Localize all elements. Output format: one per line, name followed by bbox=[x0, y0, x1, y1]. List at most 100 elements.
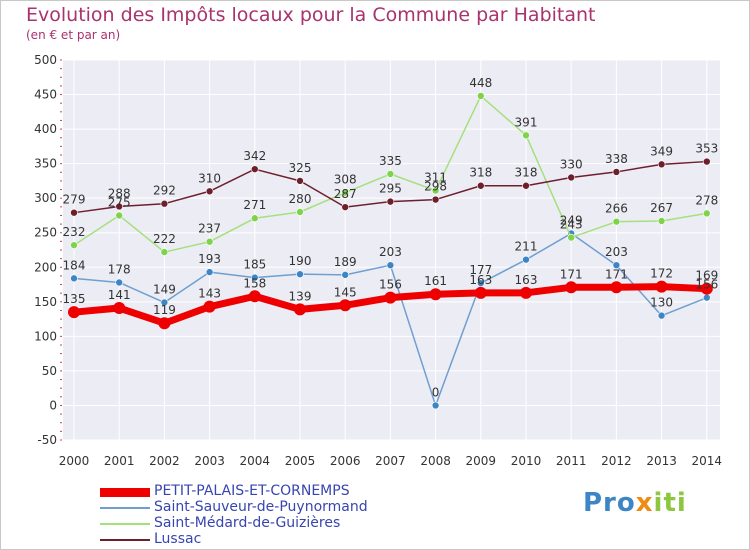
data-label: 325 bbox=[289, 161, 312, 175]
legend-item: Saint-Médard-de-Guizières bbox=[100, 515, 400, 532]
data-label: 330 bbox=[560, 157, 583, 171]
x-tick-label: 2008 bbox=[420, 454, 451, 468]
data-label: 288 bbox=[108, 186, 131, 200]
data-label: 145 bbox=[334, 285, 357, 299]
x-tick-label: 2003 bbox=[194, 454, 225, 468]
data-label: 266 bbox=[605, 202, 628, 216]
legend-swatch bbox=[100, 487, 150, 497]
data-point bbox=[251, 214, 259, 223]
data-label: 243 bbox=[560, 218, 583, 232]
data-label: 177 bbox=[469, 263, 492, 277]
data-point bbox=[522, 131, 530, 140]
data-point bbox=[567, 233, 576, 242]
data-point bbox=[431, 195, 440, 204]
data-label: 0 bbox=[432, 385, 440, 399]
y-tick-label: -50 bbox=[37, 433, 57, 447]
data-label: 178 bbox=[108, 262, 131, 276]
data-label: 156 bbox=[695, 278, 718, 292]
legend-label: Lussac bbox=[154, 531, 202, 547]
data-label: 171 bbox=[605, 267, 628, 281]
data-label: 275 bbox=[108, 195, 131, 209]
data-point bbox=[476, 92, 485, 100]
data-point bbox=[565, 281, 578, 294]
legend-item: Saint-Sauveur-de-Puynormand bbox=[100, 499, 400, 516]
x-tick-label: 2014 bbox=[692, 454, 723, 468]
data-point bbox=[296, 270, 304, 278]
data-label: 222 bbox=[153, 232, 176, 246]
data-label: 338 bbox=[605, 152, 628, 166]
data-point bbox=[294, 303, 306, 316]
data-label: 448 bbox=[469, 76, 492, 90]
y-tick-label: 200 bbox=[34, 260, 57, 274]
data-label: 335 bbox=[379, 154, 402, 168]
y-tick-label: 400 bbox=[34, 122, 57, 136]
data-label: 169 bbox=[695, 269, 718, 283]
data-point bbox=[341, 203, 350, 211]
data-point bbox=[205, 187, 214, 196]
data-point bbox=[203, 300, 216, 313]
data-point bbox=[386, 197, 395, 206]
data-point bbox=[205, 237, 214, 246]
data-label: 318 bbox=[469, 166, 492, 180]
data-label: 308 bbox=[334, 173, 357, 187]
data-point bbox=[158, 317, 171, 330]
data-point bbox=[386, 261, 395, 270]
data-point bbox=[476, 279, 485, 287]
legend-item: Lussac bbox=[100, 531, 400, 548]
data-label: 119 bbox=[153, 303, 176, 317]
data-point bbox=[431, 401, 440, 410]
data-label: 353 bbox=[695, 142, 718, 156]
data-label: 203 bbox=[379, 245, 402, 259]
y-tick-label: 50 bbox=[42, 364, 57, 378]
data-point bbox=[339, 299, 352, 312]
data-point bbox=[115, 278, 123, 287]
data-label: 149 bbox=[153, 283, 176, 297]
x-tick-label: 2010 bbox=[511, 454, 542, 468]
data-label: 271 bbox=[243, 198, 266, 212]
chart-subtitle: (en € et par an) bbox=[26, 28, 121, 42]
data-point bbox=[205, 268, 214, 276]
data-label: 391 bbox=[515, 115, 538, 129]
x-tick-label: 2009 bbox=[466, 454, 497, 468]
data-label: 163 bbox=[515, 273, 538, 287]
data-point bbox=[429, 288, 442, 301]
legend-swatch bbox=[100, 507, 150, 509]
data-label: 163 bbox=[469, 273, 492, 287]
y-tick-label: 150 bbox=[34, 295, 57, 309]
data-point bbox=[160, 298, 169, 307]
data-point bbox=[431, 186, 440, 195]
data-point bbox=[248, 290, 261, 303]
data-point bbox=[657, 160, 666, 169]
data-label: 237 bbox=[198, 222, 221, 236]
data-point bbox=[384, 291, 397, 304]
data-label: 249 bbox=[560, 213, 583, 227]
data-label: 318 bbox=[515, 166, 538, 180]
legend-swatch bbox=[100, 523, 150, 525]
data-point bbox=[522, 181, 530, 190]
x-tick-label: 2006 bbox=[330, 454, 361, 468]
data-label: 232 bbox=[63, 225, 86, 239]
data-label: 184 bbox=[63, 258, 86, 272]
x-tick-label: 2013 bbox=[646, 454, 677, 468]
legend-item: PETIT-PALAIS-ET-CORNEMPS bbox=[100, 483, 400, 500]
data-label: 130 bbox=[650, 296, 673, 310]
data-label: 279 bbox=[63, 193, 86, 207]
proxiti-logo: Proxiti bbox=[583, 488, 687, 518]
x-tick-label: 2002 bbox=[149, 454, 180, 468]
data-point bbox=[341, 271, 350, 279]
data-point bbox=[296, 177, 304, 185]
y-tick-label: 500 bbox=[34, 53, 57, 67]
legend-label: Saint-Médard-de-Guizières bbox=[154, 515, 341, 531]
data-point bbox=[657, 311, 666, 320]
data-label: 135 bbox=[63, 292, 86, 306]
data-label: 139 bbox=[289, 289, 312, 303]
data-point bbox=[702, 293, 711, 302]
data-point bbox=[610, 281, 623, 294]
data-label: 158 bbox=[243, 276, 266, 290]
data-point bbox=[386, 170, 395, 178]
legend-label: Saint-Sauveur-de-Puynormand bbox=[154, 499, 368, 515]
data-label: 161 bbox=[424, 274, 447, 288]
y-tick-label: 0 bbox=[49, 398, 57, 412]
data-point bbox=[612, 261, 621, 270]
data-label: 143 bbox=[198, 287, 221, 301]
